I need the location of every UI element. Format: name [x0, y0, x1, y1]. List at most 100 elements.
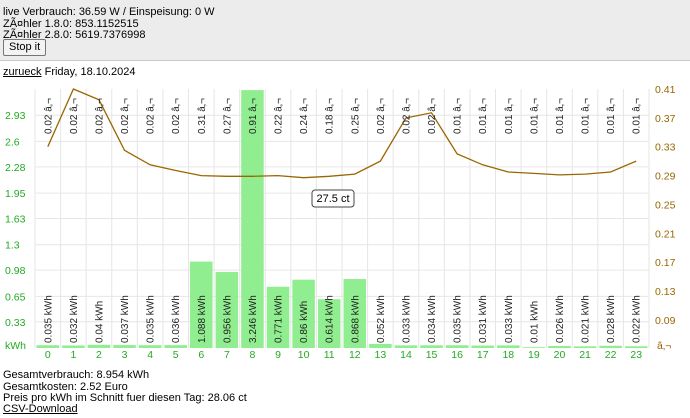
status-panel: live Verbrauch: 36.59 W / Einspeisung: 0…	[0, 0, 690, 61]
left-tick-label: 0.33	[5, 317, 26, 329]
cost-label: 0.02 â‚¬	[376, 98, 387, 134]
left-tick-label: 2.6	[5, 136, 20, 148]
right-tick-label: 0.13	[655, 286, 676, 298]
meter-280-text: ZÃ¤hler 2.8.0: 5619.7376998	[3, 29, 146, 41]
right-tick-label: 0.29	[655, 171, 676, 183]
right-axis-unit: â‚¬	[657, 340, 671, 352]
x-tick-label: 23	[630, 349, 642, 361]
bar-4	[138, 345, 162, 348]
tooltip-box	[311, 189, 355, 208]
cost-label: 0.01 â‚¬	[478, 98, 489, 134]
cost-label: 0.01 â‚¬	[606, 98, 617, 134]
kwh-label: 0.035 kWh	[453, 295, 464, 343]
kwh-label: 0.032 kWh	[69, 295, 80, 343]
cost-label: 0.91 â‚¬	[248, 98, 259, 134]
x-tick-label: 15	[426, 349, 438, 361]
x-tick-label: 16	[451, 349, 463, 361]
date-navigation: zurueck Friday, 18.10.2024	[3, 66, 136, 78]
right-tick-label: 0.09	[655, 315, 676, 327]
x-tick-label: 6	[198, 349, 204, 361]
left-axis-unit: kWh	[5, 340, 26, 352]
price-line	[47, 88, 637, 179]
cost-label: 0.02 â‚¬	[120, 98, 131, 134]
tooltip-text: 27.5 ct	[316, 193, 349, 205]
right-tick-label: 0.17	[655, 257, 676, 269]
cost-label: 0.01 â‚¬	[632, 98, 643, 134]
kwh-label: 0.021 kWh	[581, 295, 592, 343]
bar-10	[292, 279, 315, 348]
back-link[interactable]: zurueck	[3, 66, 42, 78]
left-tick-label: 1.3	[5, 240, 20, 252]
x-tick-label: 8	[250, 349, 256, 361]
kwh-label: 0.01 kWh	[529, 301, 540, 343]
right-tick-label: 0.21	[655, 228, 676, 240]
x-tick-label: 4	[147, 349, 153, 361]
bar-23	[624, 346, 648, 348]
cost-label: 0.02 â‚¬	[401, 98, 412, 134]
cost-label: 0.02 â‚¬	[427, 98, 438, 134]
left-tick-label: 2.28	[5, 162, 26, 174]
kwh-label: 0.771 kWh	[274, 295, 285, 343]
right-tick-label: 0.33	[655, 142, 676, 154]
bar-2	[87, 344, 111, 348]
kwh-label: 0.614 kWh	[325, 295, 336, 343]
bar-14	[394, 345, 418, 348]
right-tick-label: 0.37	[655, 113, 676, 125]
kwh-label: 0.037 kWh	[120, 295, 131, 343]
kwh-label: 0.86 kWh	[299, 301, 310, 343]
x-tick-label: 1	[70, 349, 76, 361]
cost-label: 0.02 â‚¬	[94, 98, 105, 134]
x-tick-label: 5	[173, 349, 179, 361]
kwh-label: 0.036 kWh	[171, 295, 182, 343]
meter-180-text: ZÃ¤hler 1.8.0: 853.1152515	[3, 18, 139, 30]
bar-22	[599, 345, 622, 348]
x-tick-label: 19	[528, 349, 540, 361]
csv-download-wrapper: CSV-Download	[3, 403, 78, 415]
bar-3	[113, 345, 136, 348]
cost-label: 0.27 â‚¬	[222, 98, 233, 134]
date-label: Friday, 18.10.2024	[44, 66, 136, 78]
average-price: Preis pro kWh im Schnitt fuer diesen Tag…	[3, 392, 247, 404]
left-tick-label: 0.98	[5, 265, 26, 277]
x-tick-label: 14	[400, 349, 412, 361]
cost-label: 0.02 â‚¬	[146, 98, 157, 134]
bar-7	[215, 272, 239, 348]
kwh-label: 3.246 kWh	[248, 295, 259, 343]
kwh-label: 0.028 kWh	[606, 295, 617, 343]
kwh-label: 0.034 kWh	[427, 295, 438, 343]
energy-chart: 0.035 kWh 0.032 kWh 0.04 kWh 0.037 kWh 0.035…	[5, 84, 676, 361]
cost-label: 0.25 â‚¬	[350, 98, 361, 134]
cost-label: 0.18 â‚¬	[325, 98, 336, 134]
total-consumption: Gesamtverbrauch: 8.954 kWh	[3, 369, 150, 381]
kwh-label: 0.052 kWh	[376, 295, 387, 343]
cost-label: 0.24 â‚¬	[299, 98, 310, 134]
x-tick-label: 7	[224, 349, 230, 361]
bar-20	[548, 345, 571, 348]
bar-18	[497, 345, 520, 348]
bar-17	[471, 345, 494, 348]
kwh-label: 0.031 kWh	[478, 295, 489, 343]
kwh-label: 0.956 kWh	[222, 295, 233, 343]
bar-19	[522, 347, 546, 348]
bar-16	[445, 345, 469, 348]
bar-1	[62, 345, 85, 348]
x-tick-label: 9	[275, 349, 281, 361]
cost-label: 0.01 â‚¬	[529, 98, 540, 134]
bar-21	[573, 346, 597, 348]
x-tick-label: 18	[502, 349, 514, 361]
stop-button[interactable]: Stop it	[3, 39, 47, 56]
x-tick-label: 22	[605, 349, 617, 361]
x-tick-label: 11	[324, 349, 335, 361]
cost-label: 0.01 â‚¬	[453, 98, 464, 134]
cost-label: 0.02 â‚¬	[171, 98, 182, 134]
x-tick-label: 13	[375, 349, 387, 361]
x-tick-label: 0	[45, 349, 51, 361]
cost-label: 0.01 â‚¬	[504, 98, 515, 134]
csv-download-link[interactable]: CSV-Download	[3, 403, 78, 415]
left-tick-label: 1.95	[5, 188, 26, 200]
bar-6	[190, 261, 213, 348]
bar-13	[369, 343, 392, 348]
left-tick-label: 2.93	[5, 110, 26, 122]
x-tick-label: 20	[554, 349, 566, 361]
cost-label: 0.22 â‚¬	[274, 98, 285, 134]
